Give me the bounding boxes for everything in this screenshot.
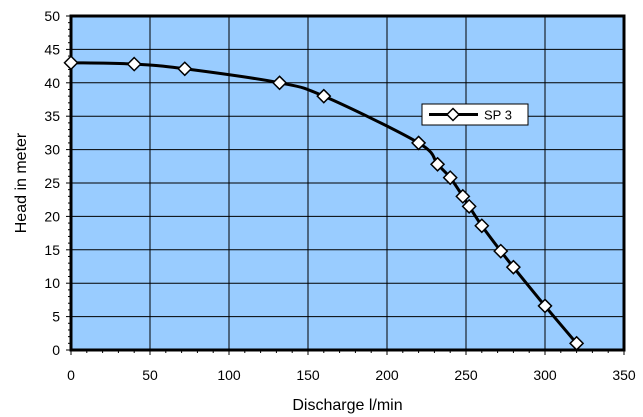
legend: SP 3	[421, 103, 529, 126]
x-tick-label: 250	[454, 367, 478, 383]
y-tick-label: 20	[44, 208, 60, 224]
x-tick-label: 100	[217, 367, 241, 383]
data-point-marker	[455, 188, 471, 204]
x-tick-labels: 0 50 100 150 200 250 300 350	[67, 367, 636, 383]
plot-border	[69, 14, 626, 352]
data-point-marker	[442, 170, 458, 186]
data-point-marker	[126, 56, 142, 72]
y-tick-label: 5	[52, 309, 60, 325]
y-tick-label: 40	[44, 75, 60, 91]
x-tick-label: 300	[533, 367, 557, 383]
y-tick-label: 15	[44, 242, 60, 258]
series-layer	[63, 55, 585, 351]
x-tick-label: 50	[142, 367, 158, 383]
data-point-marker	[429, 156, 446, 172]
grid-lines	[71, 16, 624, 350]
data-point-marker	[569, 335, 585, 351]
x-axis-title: Discharge l/min	[292, 397, 402, 414]
data-point-marker	[63, 55, 79, 71]
y-tick-labels: 0 5 10 15 20 25 30 35 40 45 50	[44, 8, 60, 358]
data-point-marker	[505, 259, 521, 275]
data-point-marker	[316, 88, 332, 104]
y-tick-label: 45	[44, 41, 60, 57]
x-tick-label: 350	[612, 367, 636, 383]
data-point-marker	[411, 135, 427, 151]
data-point-marker	[537, 298, 553, 314]
y-tick-label: 0	[52, 342, 60, 358]
legend-marker-diamond	[445, 107, 461, 122]
y-tick-label: 50	[44, 8, 60, 24]
y-tick-label: 10	[44, 275, 60, 291]
data-point-marker	[271, 75, 288, 91]
x-tick-label: 200	[375, 367, 399, 383]
data-point-marker	[177, 61, 193, 77]
y-tick-label: 35	[44, 108, 60, 124]
y-tick-label: 30	[44, 142, 60, 158]
x-tick-label: 150	[296, 367, 320, 383]
data-point-marker	[461, 198, 477, 214]
y-axis-title: Head in meter	[13, 132, 30, 233]
data-point-marker	[474, 218, 490, 234]
x-tick-label: 0	[67, 367, 75, 383]
legend-label: SP 3	[484, 108, 512, 123]
y-tick-label: 25	[44, 175, 60, 191]
data-point-marker	[493, 243, 509, 259]
